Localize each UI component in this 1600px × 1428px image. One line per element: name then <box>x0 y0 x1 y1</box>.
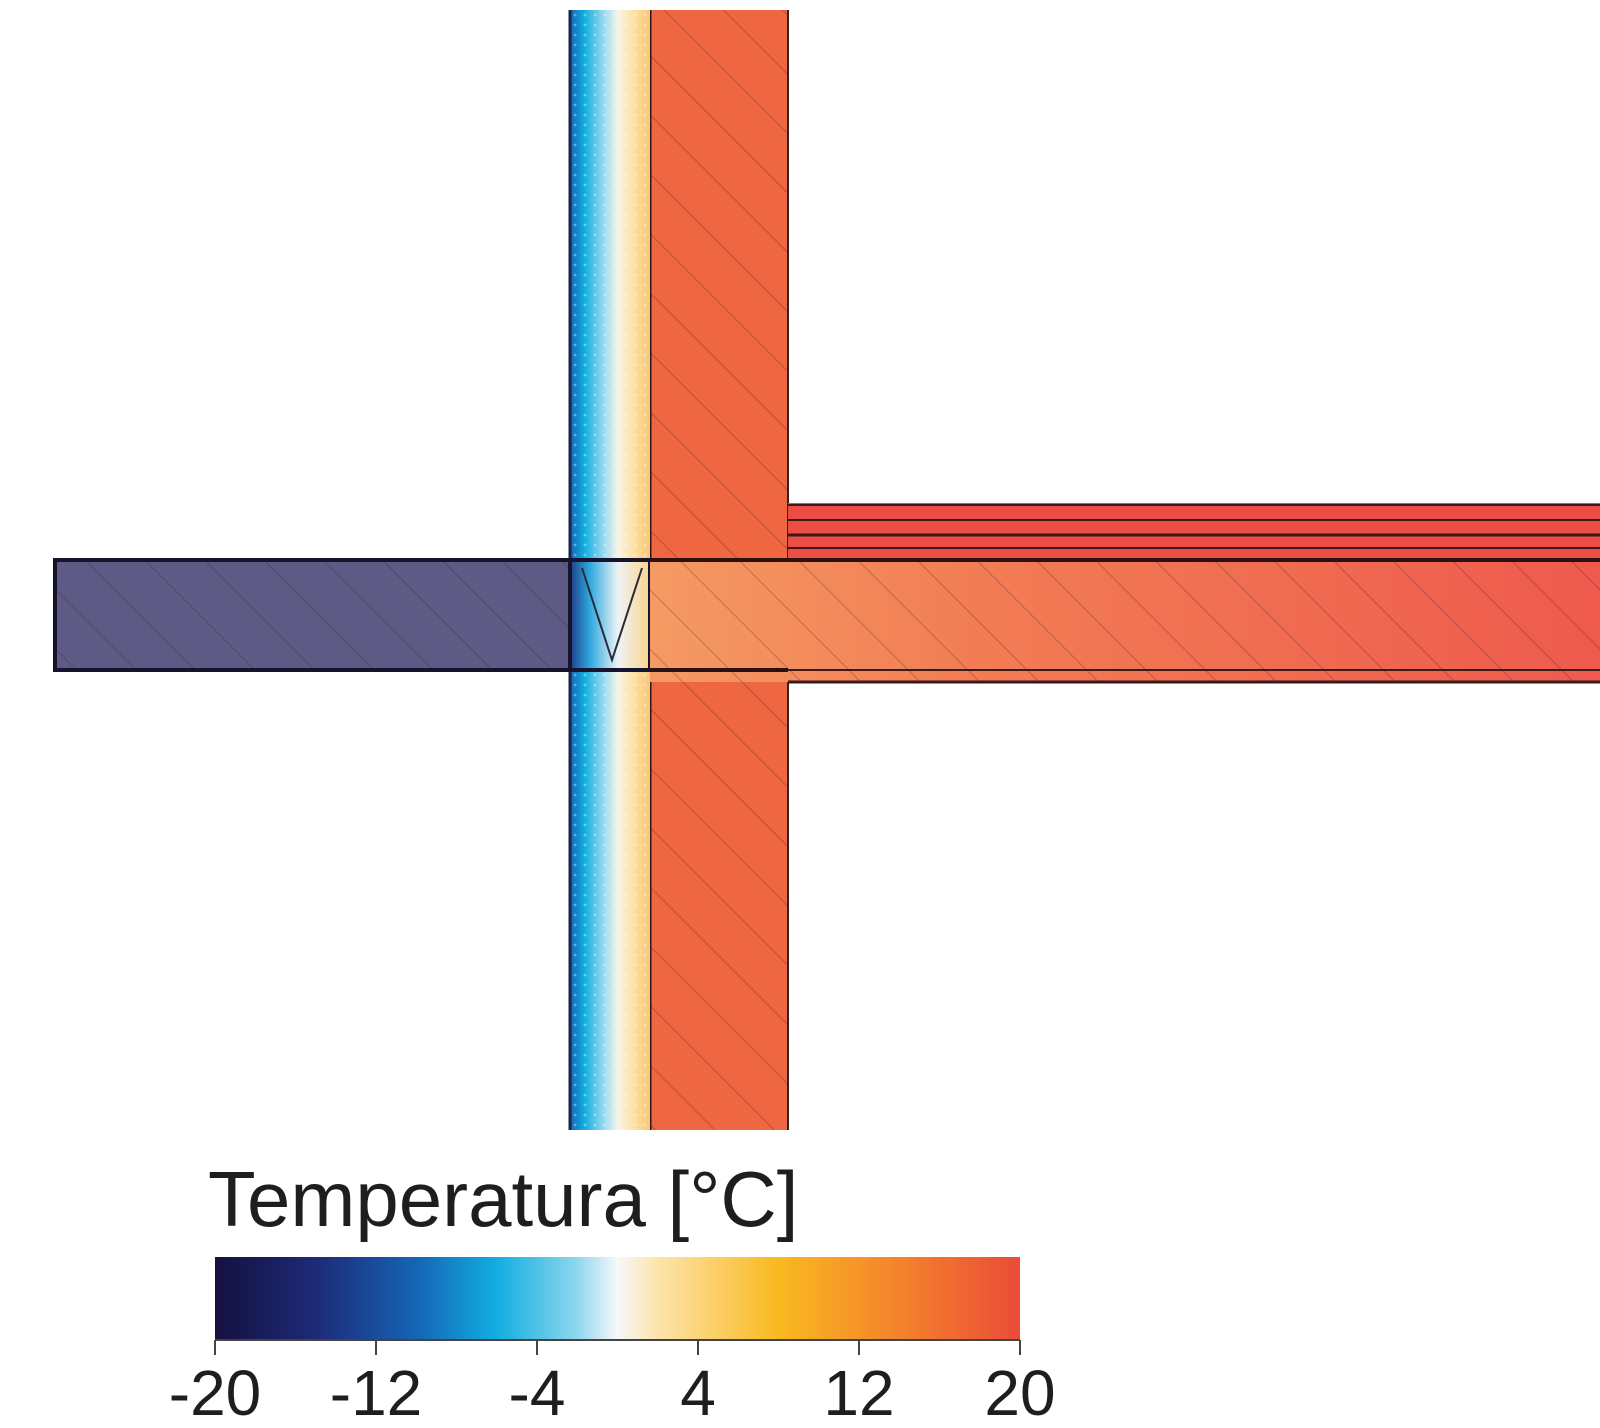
colorbar-tick-label: 20 <box>984 1357 1055 1428</box>
outside-slab <box>53 558 572 672</box>
colorbar-gradient <box>215 1257 1020 1340</box>
colorbar: -20 -12 -4 4 12 20 <box>169 1257 1056 1428</box>
colorbar-tick-label: -4 <box>509 1357 566 1428</box>
floor-layers <box>788 503 1600 562</box>
colorbar-tick-label: -12 <box>330 1357 423 1428</box>
thermal-diagram <box>53 10 1600 1130</box>
legend-title: Temperatura [°C] <box>208 1155 799 1243</box>
inside-slab <box>650 558 1600 684</box>
thermal-break <box>568 558 652 672</box>
colorbar-tick-label: 4 <box>680 1357 716 1428</box>
colorbar-tick-label: 12 <box>823 1357 894 1428</box>
colorbar-tick-label: -20 <box>169 1357 262 1428</box>
